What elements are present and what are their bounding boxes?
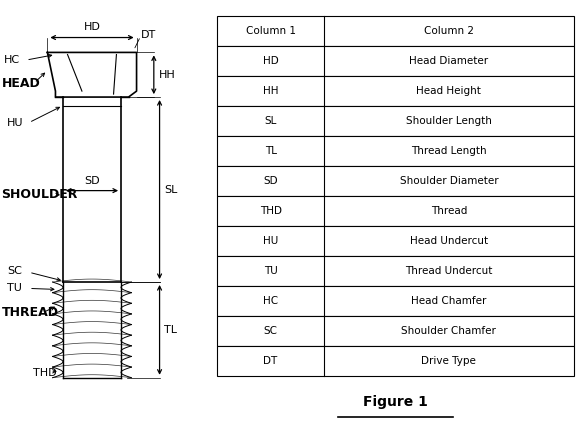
Text: THREAD: THREAD	[1, 306, 58, 319]
Text: TL: TL	[164, 325, 177, 335]
Text: Shoulder Chamfer: Shoulder Chamfer	[402, 326, 497, 336]
Text: THD: THD	[260, 206, 281, 216]
Bar	[217, 106, 574, 136]
Bar	[217, 76, 574, 106]
Bar	[217, 286, 574, 316]
Text: HEAD: HEAD	[1, 77, 40, 89]
Text: SD: SD	[264, 176, 278, 186]
Text: Head Height: Head Height	[417, 86, 481, 96]
Bar	[217, 16, 574, 46]
Text: SC: SC	[7, 266, 22, 276]
Text: DT: DT	[141, 30, 157, 40]
Text: HC: HC	[263, 296, 278, 306]
Bar	[217, 346, 574, 376]
Text: Figure 1: Figure 1	[363, 395, 428, 409]
Text: HD: HD	[84, 22, 101, 33]
Text: SC: SC	[264, 326, 277, 336]
Text: SL: SL	[264, 116, 277, 126]
Text: Shoulder Length: Shoulder Length	[406, 116, 492, 126]
Text: Head Undercut: Head Undercut	[410, 236, 488, 246]
Bar	[217, 136, 574, 166]
Text: HC: HC	[4, 55, 20, 65]
Text: TU: TU	[264, 266, 277, 276]
Bar	[217, 166, 574, 196]
Bar	[217, 46, 574, 76]
Text: Thread Length: Thread Length	[411, 146, 487, 156]
Bar	[217, 196, 574, 226]
Bar	[217, 316, 574, 346]
Text: TL: TL	[265, 146, 277, 156]
Text: SL: SL	[164, 184, 177, 195]
Text: Thread: Thread	[431, 206, 467, 216]
Text: SD: SD	[84, 175, 100, 185]
Text: HH: HH	[158, 70, 175, 80]
Bar	[217, 226, 574, 256]
Text: HH: HH	[263, 86, 279, 96]
Text: HD: HD	[263, 56, 279, 66]
Text: THD: THD	[33, 369, 57, 378]
Text: Drive Type: Drive Type	[421, 356, 476, 366]
Text: Head Chamfer: Head Chamfer	[411, 296, 487, 306]
Text: SHOULDER: SHOULDER	[1, 188, 78, 201]
Text: Head Diameter: Head Diameter	[409, 56, 488, 66]
Text: Thread Undercut: Thread Undercut	[405, 266, 492, 276]
Text: DT: DT	[264, 356, 277, 366]
Text: HU: HU	[263, 236, 278, 246]
Text: Column 2: Column 2	[424, 26, 474, 36]
Bar	[217, 256, 574, 286]
Text: Shoulder Diameter: Shoulder Diameter	[399, 176, 498, 186]
Text: TU: TU	[7, 283, 22, 294]
Text: Column 1: Column 1	[246, 26, 295, 36]
Text: HU: HU	[7, 118, 24, 128]
